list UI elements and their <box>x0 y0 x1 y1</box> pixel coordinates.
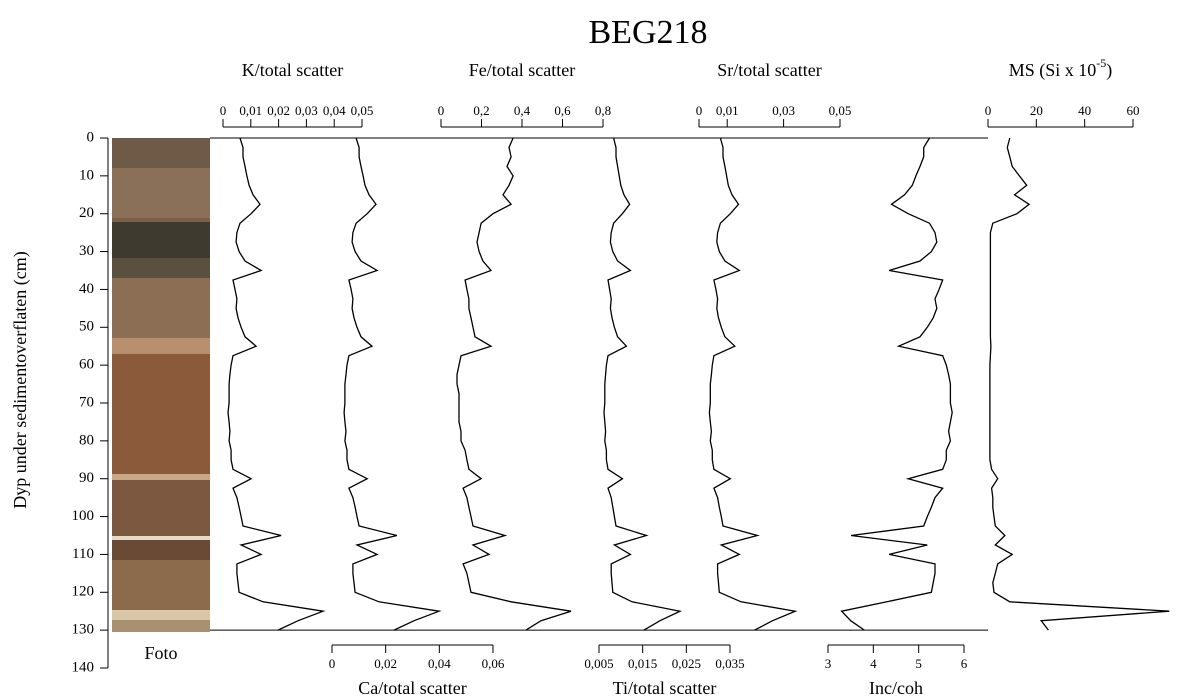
y-tick-label: 90 <box>79 470 94 486</box>
data-line <box>840 137 953 631</box>
x-tick-label: 0,8 <box>595 103 611 118</box>
y-tick-label: 40 <box>79 281 94 297</box>
x-tick-label: 40 <box>1078 103 1091 118</box>
x-tick-label: 0,02 <box>374 656 397 671</box>
x-tick-label: 0 <box>438 103 445 118</box>
data-line <box>227 137 326 631</box>
axis-title: MS (Si x 10-5) <box>1009 56 1113 81</box>
x-tick-label: 0,4 <box>514 103 531 118</box>
x-tick-label: 0,04 <box>323 103 346 118</box>
photo-label: Foto <box>144 643 177 663</box>
x-tick-label: 0,035 <box>715 656 744 671</box>
x-tick-label: 0,05 <box>351 103 374 118</box>
x-tick-label: 0,01 <box>239 103 262 118</box>
data-line <box>343 137 442 631</box>
x-tick-label: 0,04 <box>428 656 451 671</box>
x-tick-label: 0,2 <box>473 103 489 118</box>
y-tick-label: 50 <box>79 319 94 335</box>
y-tick-label: 70 <box>79 394 94 410</box>
x-tick-label: 0,6 <box>554 103 571 118</box>
x-tick-label: 0,03 <box>295 103 318 118</box>
x-tick-label: 6 <box>961 656 968 671</box>
x-tick-label: 0,015 <box>628 656 657 671</box>
x-tick-label: 0,005 <box>584 656 613 671</box>
axis-title-part: -5 <box>1096 56 1106 70</box>
data-line <box>989 137 1170 631</box>
x-tick-label: 4 <box>870 656 877 671</box>
y-tick-label: 80 <box>79 432 94 448</box>
y-tick-label: 20 <box>79 205 94 221</box>
x-tick-label: 20 <box>1030 103 1043 118</box>
axis-title: K/total scatter <box>242 60 343 80</box>
y-tick-label: 130 <box>72 622 95 638</box>
x-tick-label: 0,06 <box>482 656 505 671</box>
x-tick-label: 5 <box>915 656 922 671</box>
x-tick-label: 0 <box>329 656 336 671</box>
y-tick-label: 140 <box>72 659 95 675</box>
axis-title: Inc/coh <box>869 678 923 698</box>
x-tick-label: 0,03 <box>772 103 795 118</box>
x-tick-label: 60 <box>1127 103 1140 118</box>
axis-title: Fe/total scatter <box>469 60 575 80</box>
axis-title: Ti/total scatter <box>613 678 717 698</box>
x-tick-label: 0,05 <box>829 103 852 118</box>
x-tick-label: 0,025 <box>672 656 701 671</box>
axis-title: Sr/total scatter <box>717 60 821 80</box>
axis-title-part: MS (Si x 10 <box>1009 60 1097 81</box>
data-line <box>456 137 572 631</box>
x-tick-label: 0 <box>985 103 992 118</box>
x-tick-label: 0 <box>220 103 227 118</box>
data-line <box>708 137 798 631</box>
x-tick-label: 0 <box>696 103 703 118</box>
data-line <box>603 137 683 631</box>
x-tick-label: 0,02 <box>267 103 290 118</box>
y-tick-label: 60 <box>79 357 94 373</box>
x-tick-label: 3 <box>825 656 832 671</box>
chart-title: BEG218 <box>589 14 708 51</box>
y-tick-label: 110 <box>72 546 94 562</box>
y-axis-label: Dyp under sedimentoverflaten (cm) <box>10 251 31 508</box>
y-tick-label: 30 <box>79 243 94 259</box>
x-tick-label: 0,01 <box>716 103 739 118</box>
core-photo <box>112 138 210 632</box>
y-tick-label: 10 <box>79 167 94 183</box>
y-tick-label: 0 <box>87 129 95 145</box>
axis-title: Ca/total scatter <box>358 678 466 698</box>
axis-title-part: ) <box>1106 60 1112 81</box>
y-tick-label: 100 <box>72 508 95 524</box>
y-tick-label: 120 <box>72 584 95 600</box>
